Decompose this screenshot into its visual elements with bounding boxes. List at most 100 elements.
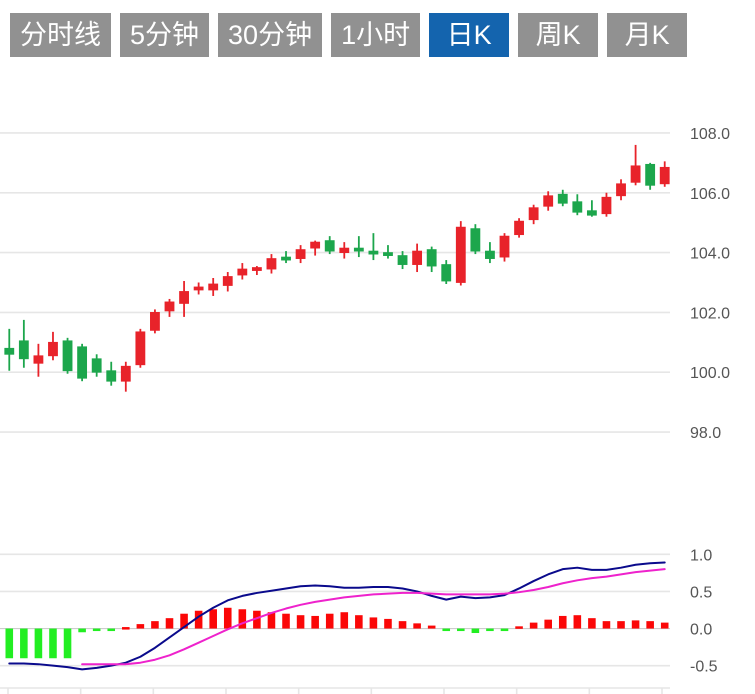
candle xyxy=(645,162,656,190)
candle xyxy=(324,236,335,255)
candle xyxy=(106,361,117,386)
candle-body xyxy=(645,163,656,186)
candle xyxy=(485,242,495,264)
candle-body xyxy=(150,312,160,331)
candle xyxy=(91,354,102,377)
candle xyxy=(120,361,131,392)
period-tab-1[interactable]: 5分钟 xyxy=(120,13,210,57)
period-tab-4[interactable]: 日K xyxy=(429,13,510,57)
chart-area: 108.0 106.0 104.0 102.0 100.0 98.0 1.0 0.5 0.0 -0… xyxy=(0,70,755,694)
candle xyxy=(48,331,58,361)
candle-body xyxy=(601,196,612,215)
macd-histogram-bar xyxy=(646,621,654,629)
macd-histogram-bar xyxy=(122,627,130,630)
candle-body xyxy=(455,226,466,283)
candle-body xyxy=(353,247,364,252)
kline-chart-svg[interactable]: 108.0 106.0 104.0 102.0 100.0 98.0 1.0 0.5 0.0 -0… xyxy=(0,70,755,694)
candle-body xyxy=(310,241,321,249)
price-tick-label: 108.0 xyxy=(690,126,730,143)
candle xyxy=(659,161,670,187)
candle-body xyxy=(77,346,88,379)
grid-lines xyxy=(0,132,670,694)
macd-histogram-bar xyxy=(369,617,378,629)
candle xyxy=(339,242,350,259)
candle-body xyxy=(426,249,437,267)
macd-histogram-bar xyxy=(471,628,480,634)
macd-histogram-bar xyxy=(282,613,290,629)
macd-histogram-bar xyxy=(107,628,116,632)
axis-labels: 108.0 106.0 104.0 102.0 100.0 98.0 1.0 0.5 0.0 -0… xyxy=(690,126,730,676)
macd-histogram-bar xyxy=(253,610,261,629)
period-tab-5[interactable]: 周K xyxy=(518,13,599,57)
candle xyxy=(77,343,88,382)
candle xyxy=(412,243,423,273)
candle-body xyxy=(222,276,233,286)
candle xyxy=(586,200,597,217)
candle xyxy=(616,179,626,201)
candle xyxy=(601,192,612,217)
period-tab-3[interactable]: 1小时 xyxy=(331,13,421,57)
candle xyxy=(368,233,379,261)
candle-body xyxy=(397,255,408,265)
macd-histogram-bar xyxy=(165,618,174,629)
macd-series xyxy=(5,561,669,671)
candle xyxy=(441,260,452,284)
candle-series xyxy=(4,144,670,392)
macd-histogram-bar xyxy=(427,625,436,629)
macd-histogram-bar xyxy=(588,618,596,629)
candle xyxy=(499,233,510,262)
macd-histogram-bar xyxy=(442,628,451,632)
candle xyxy=(4,328,15,371)
candle-body xyxy=(4,347,15,355)
candle-body xyxy=(179,291,189,304)
candle-body xyxy=(557,193,568,204)
candle xyxy=(310,240,321,256)
macd-histogram-bar xyxy=(457,628,465,632)
candle-body xyxy=(62,340,73,372)
candle xyxy=(557,189,568,207)
macd-tick-label: 0.0 xyxy=(690,622,712,639)
macd-histogram-bar xyxy=(529,622,538,629)
period-tab-2[interactable]: 30分钟 xyxy=(218,13,323,57)
candle-body xyxy=(193,286,204,291)
macd-dea-line xyxy=(81,568,666,666)
macd-histogram-bar xyxy=(602,621,611,629)
candle-body xyxy=(514,220,524,236)
macd-histogram-bar xyxy=(151,621,159,629)
macd-histogram-bar xyxy=(238,609,247,629)
macd-histogram-bar xyxy=(413,623,421,629)
macd-histogram-bar xyxy=(515,626,523,629)
price-tick-label: 106.0 xyxy=(690,186,730,203)
candle xyxy=(193,282,204,295)
macd-histogram-bar xyxy=(617,621,625,629)
price-tick-label: 100.0 xyxy=(690,365,730,382)
candle xyxy=(179,281,189,317)
macd-histogram-bar xyxy=(5,628,14,659)
candle-body xyxy=(281,256,291,261)
macd-histogram-bar xyxy=(92,628,101,632)
candle xyxy=(251,266,262,276)
candle xyxy=(397,251,408,270)
macd-dif-line xyxy=(8,561,666,671)
candle-body xyxy=(33,355,44,364)
candle xyxy=(208,278,219,296)
price-tick-label: 98.0 xyxy=(690,425,721,442)
macd-histogram-bar xyxy=(180,613,188,629)
period-tab-6[interactable]: 月K xyxy=(607,13,688,57)
macd-histogram-bar xyxy=(660,622,669,629)
candle xyxy=(455,221,466,286)
period-tab-0[interactable]: 分时线 xyxy=(10,13,111,57)
candle-body xyxy=(630,165,641,183)
candle-body xyxy=(48,341,58,357)
macd-histogram-bar xyxy=(544,619,552,629)
macd-tick-label: -0.5 xyxy=(690,659,718,676)
macd-histogram-bar xyxy=(486,628,494,632)
candle-body xyxy=(528,207,539,221)
candle-body xyxy=(659,166,670,185)
candle xyxy=(150,309,160,334)
macd-histogram-bar xyxy=(558,615,567,629)
macd-histogram-bar xyxy=(631,620,640,629)
macd-histogram-bar xyxy=(63,628,72,659)
candle xyxy=(470,224,481,255)
